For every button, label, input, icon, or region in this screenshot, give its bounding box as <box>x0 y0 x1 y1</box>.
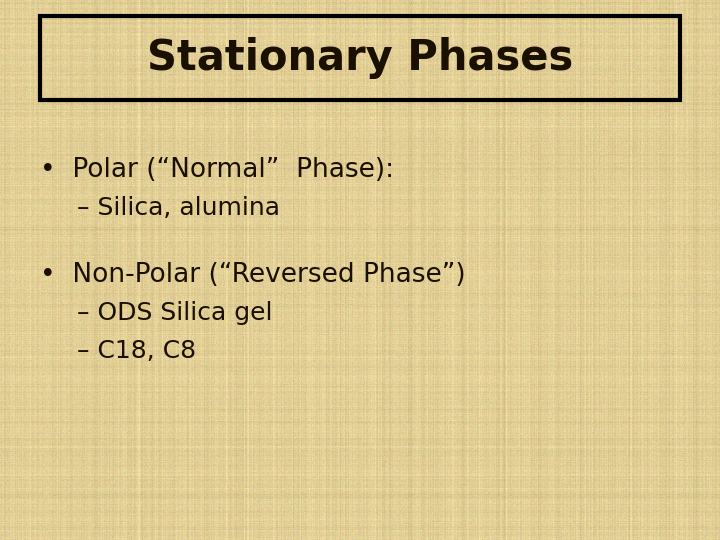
Text: •  Polar (“Normal”  Phase):: • Polar (“Normal” Phase): <box>40 157 394 183</box>
Text: – ODS Silica gel: – ODS Silica gel <box>61 301 273 325</box>
Text: •  Non-Polar (“Reversed Phase”): • Non-Polar (“Reversed Phase”) <box>40 262 465 288</box>
Bar <box>40 16 680 100</box>
Text: Stationary Phases: Stationary Phases <box>147 37 573 79</box>
Text: – C18, C8: – C18, C8 <box>61 339 197 363</box>
Text: – Silica, alumina: – Silica, alumina <box>61 196 280 220</box>
